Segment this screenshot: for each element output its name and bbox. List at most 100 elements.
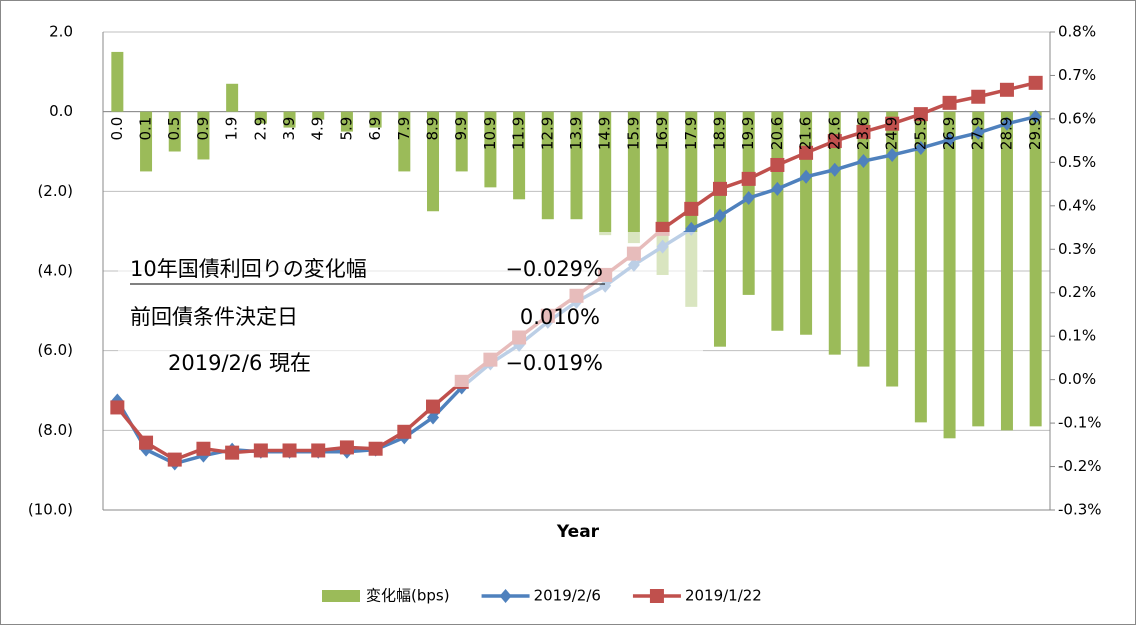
marker (1029, 109, 1042, 124)
x-tick-label: 23.6 (854, 117, 872, 150)
y2-tick-label: 0.6% (1058, 109, 1096, 127)
marker (426, 399, 441, 414)
y-tick-label: 0.0 (49, 102, 73, 120)
y2-tick-label: -0.3% (1058, 501, 1102, 519)
annotation-label: 前回債条件決定日 (130, 305, 298, 329)
marker (427, 410, 440, 425)
bar (914, 111, 927, 423)
bar (943, 111, 956, 439)
bar (226, 83, 239, 112)
marker (742, 190, 755, 205)
marker (971, 89, 986, 104)
bar (886, 111, 899, 387)
x-tick-label: 13.9 (567, 117, 585, 150)
bar (484, 111, 497, 188)
marker (225, 445, 240, 460)
x-tick-label: 6.9 (366, 117, 384, 141)
bar (140, 111, 153, 172)
bar (340, 111, 353, 132)
x-tick-label: 24.9 (883, 117, 901, 150)
y-tick-label: (6.0) (37, 341, 73, 359)
y2-tick-label: 0.5% (1058, 153, 1096, 171)
marker (885, 116, 900, 131)
x-tick-label: 20.6 (768, 117, 786, 150)
bar (283, 111, 296, 128)
legend-label: 2019/2/6 (534, 587, 601, 605)
marker (1000, 116, 1013, 131)
x-tick-label: 9.9 (452, 117, 470, 141)
marker (139, 435, 154, 450)
marker (999, 82, 1014, 97)
bar (972, 111, 985, 427)
marker (110, 400, 125, 415)
bar (398, 111, 411, 172)
y2-tick-label: 0.7% (1058, 66, 1096, 84)
bar (254, 111, 267, 124)
marker (856, 124, 871, 139)
x-tick-label: 15.9 (624, 117, 642, 150)
x-tick-label: 16.9 (653, 117, 671, 150)
y2-tick-label: -0.2% (1058, 457, 1102, 475)
x-tick-label: 12.9 (538, 117, 556, 150)
legend-swatch (322, 590, 360, 602)
x-tick-label: 2.9 (251, 117, 269, 141)
x-tick-label: 5.9 (337, 117, 355, 141)
marker (741, 171, 756, 186)
annotation-value: −0.019% (505, 351, 603, 375)
annotation-value: −0.029% (505, 257, 603, 281)
x-tick-label: 27.9 (969, 117, 987, 150)
bar (857, 111, 870, 367)
marker (282, 443, 297, 458)
bar (168, 111, 181, 152)
marker (913, 107, 928, 122)
x-tick-label: 29.9 (1026, 117, 1044, 150)
x-tick-label: 3.9 (280, 117, 298, 141)
y2-tick-label: 0.2% (1058, 283, 1096, 301)
marker (713, 208, 726, 223)
marker (771, 181, 784, 196)
legend-label: 変化幅(bps) (366, 587, 450, 605)
bar (800, 111, 813, 335)
x-tick-label: 25.9 (911, 117, 929, 150)
x-tick-label: 8.9 (424, 117, 442, 141)
bar (541, 111, 554, 220)
y2-tick-label: 0.0% (1058, 370, 1096, 388)
x-tick-label: 22.6 (825, 117, 843, 150)
marker (167, 452, 182, 467)
marker (1028, 75, 1043, 90)
legend-marker (499, 589, 512, 603)
x-tick-label: 19.9 (739, 117, 757, 150)
bar (197, 111, 210, 160)
marker (196, 441, 211, 456)
annotation-value: 0.010% (520, 305, 600, 329)
bar (455, 111, 468, 172)
y-tick-label: (4.0) (37, 262, 73, 280)
x-tick-label: 0.1 (137, 117, 155, 141)
bar (312, 111, 325, 120)
x-tick-label: 17.9 (682, 117, 700, 150)
y2-tick-label: 0.3% (1058, 240, 1096, 258)
marker (311, 443, 326, 458)
marker (339, 440, 354, 455)
bar (570, 111, 583, 220)
annotation-box (118, 232, 703, 387)
annotation-label: 10年国債利回りの変化幅 (130, 257, 367, 281)
y2-tick-label: -0.1% (1058, 414, 1102, 432)
x-tick-label: 26.9 (940, 117, 958, 150)
x-tick-label: 7.9 (395, 117, 413, 141)
y2-tick-label: 0.1% (1058, 327, 1096, 345)
x-tick-label: 10.9 (481, 117, 499, 150)
bar (1000, 111, 1013, 431)
bar (111, 51, 124, 112)
x-tick-label: 0.0 (108, 117, 126, 141)
marker (799, 145, 814, 160)
annotation-label: 2019/2/6 現在 (168, 351, 311, 375)
marker (857, 154, 870, 169)
y-tick-label: (10.0) (28, 501, 73, 519)
legend-marker (649, 589, 664, 603)
marker (684, 201, 699, 216)
x-tick-label: 1.9 (223, 117, 241, 141)
y2-tick-label: 0.8% (1058, 23, 1096, 41)
x-tick-label: 14.9 (596, 117, 614, 150)
